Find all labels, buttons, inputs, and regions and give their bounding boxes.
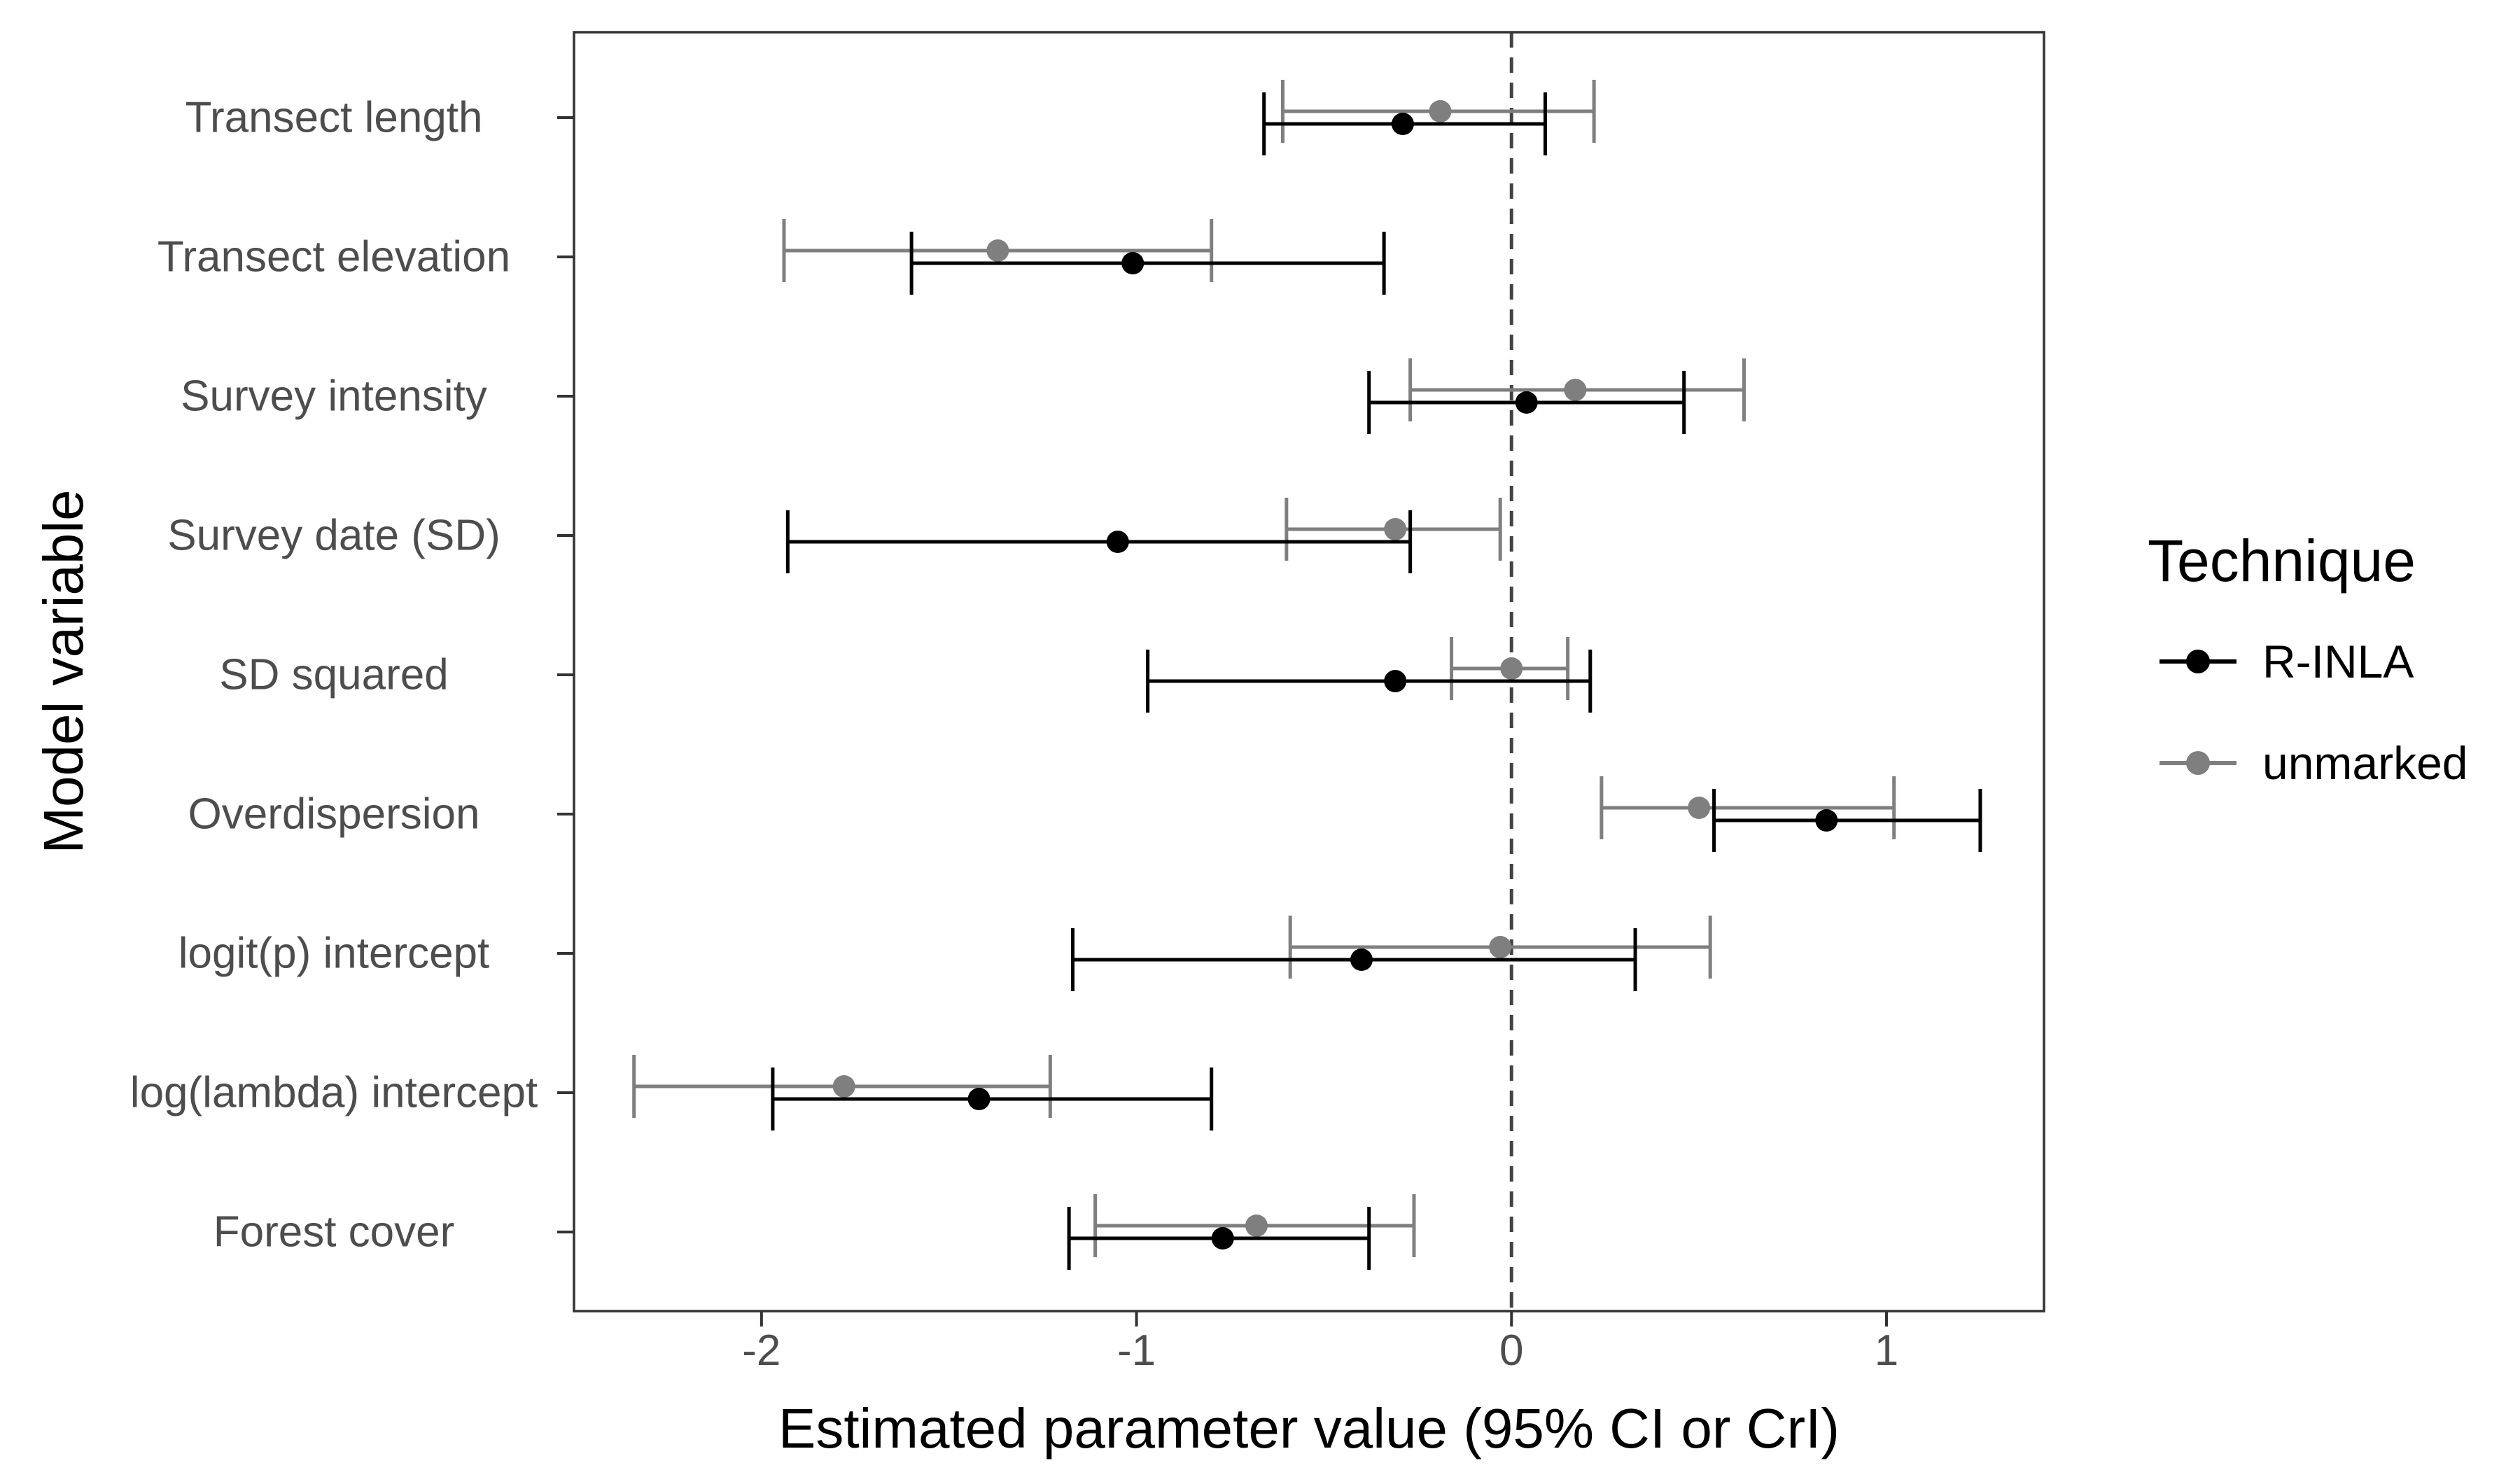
point-estimate [1489,936,1512,958]
y-axis-title: Model variable [32,489,94,853]
point-estimate [1391,113,1414,135]
point-estimate [1211,1227,1234,1250]
point-estimate [1106,531,1129,553]
point-estimate [1350,948,1373,971]
series-r-inla [771,92,1982,1270]
panel-border [573,31,2045,1312]
legend-title: Technique [2148,528,2416,594]
legend-item: unmarked [2160,737,2468,789]
legend-item: R-INLA [2160,636,2414,687]
y-tick-label: Overdispersion [188,790,480,839]
x-tick-label: -2 [742,1326,780,1375]
point-estimate [967,1088,990,1110]
y-tick-label: Forest cover [214,1208,455,1256]
y-tick-label: log(lambda) intercept [130,1069,538,1117]
point-estimate [1429,100,1452,122]
y-tick-label: logit(p) intercept [178,930,490,978]
x-tick-label: 0 [1499,1326,1523,1375]
point-estimate [1688,797,1711,819]
category-axis: Transect length Transect elevation Survey … [130,94,574,1256]
x-axis: -2 -1 0 1 [742,1311,1898,1375]
point-estimate [1815,809,1838,832]
plot-area [632,32,1982,1311]
point-estimate [1121,252,1144,274]
y-tick-label: SD squared [219,651,448,699]
legend-label: R-INLA [2262,636,2414,687]
point-estimate [1515,391,1538,414]
x-tick-label: -1 [1117,1326,1156,1375]
point-estimate [1384,670,1407,692]
y-tick-label: Transect elevation [158,233,510,281]
x-axis-title: Estimated parameter value (95% CI or CrI… [778,1397,1840,1460]
y-tick-label: Survey date (SD) [167,512,500,560]
point-estimate [1245,1214,1268,1237]
point-estimate [1564,379,1587,401]
legend-key-point [2186,751,2210,775]
series-unmarked [632,80,1896,1257]
y-tick-label: Survey intensity [181,372,487,421]
legend-key-point [2186,650,2210,673]
legend: Technique R-INLA unmarked [2148,528,2468,789]
point-estimate [1384,518,1407,540]
point-estimate [986,239,1009,262]
y-tick-label: Transect length [185,94,482,142]
point-estimate [1500,657,1523,680]
point-estimate [832,1075,855,1098]
x-tick-label: 1 [1875,1326,1898,1375]
legend-items: R-INLA unmarked [2160,636,2468,789]
legend-label: unmarked [2262,737,2468,789]
